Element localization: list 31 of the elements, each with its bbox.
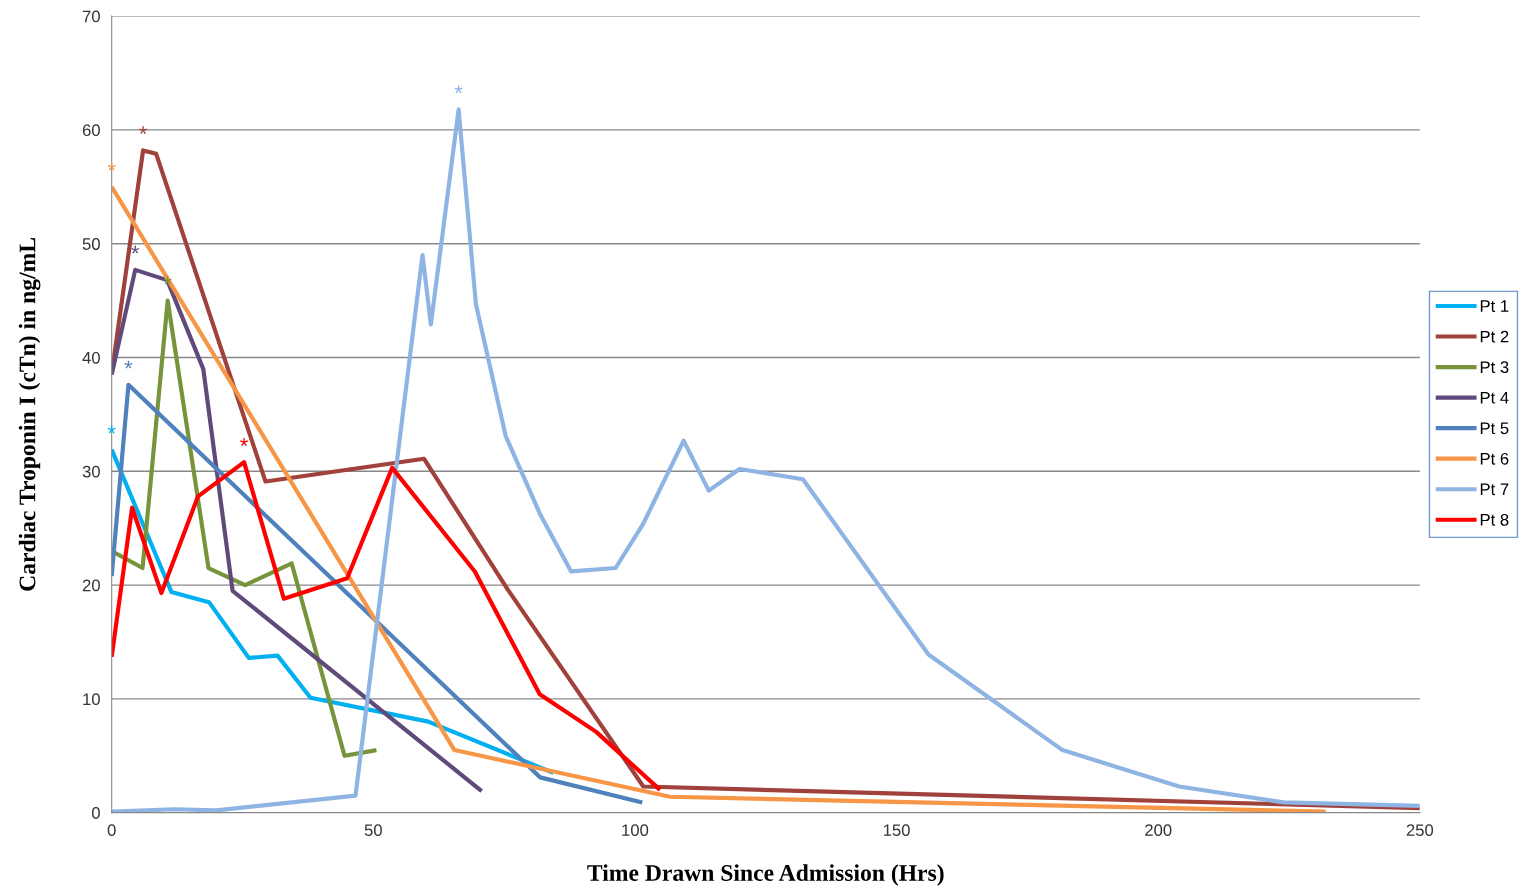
legend-label: Pt 4 [1480,391,1509,404]
y-tick-label: 60 [82,124,100,137]
x-tick-label: 200 [1145,824,1172,837]
legend-label: Pt 3 [1480,361,1509,374]
annotation: * [139,126,148,135]
annotation: * [240,438,249,446]
x-tick-label: 250 [1406,824,1434,837]
legend-label: Pt 7 [1480,483,1509,496]
annotation: * [107,425,116,434]
annotation: * [454,85,463,94]
annotation: * [124,360,133,369]
y-tick-label: 50 [82,238,100,250]
y-tick-label: 30 [82,465,100,478]
y-tick-label: 20 [82,579,100,592]
legend-label: Pt 1 [1480,300,1509,312]
annotation: * [131,245,140,254]
y-tick-label: 0 [91,807,100,819]
legend-label: Pt 2 [1480,330,1509,343]
x-tick-label: 150 [883,824,910,837]
legend-label: Pt 6 [1480,452,1509,465]
y-tick-label: 10 [83,693,100,706]
x-tick-label: 50 [364,824,382,837]
y-axis-title: Cardiac Troponin I (cTn) in ng/mL [18,237,41,591]
y-tick-label: 70 [82,10,100,23]
y-tick-label: 40 [82,351,100,364]
legend-label: Pt 8 [1480,513,1509,526]
x-axis-title: Time Drawn Since Admission (Hrs) [587,864,944,886]
x-tick-label: 100 [622,824,649,837]
line-series [111,460,663,792]
legend-label: Pt 5 [1480,422,1509,435]
x-tick-label: 0 [107,824,116,837]
